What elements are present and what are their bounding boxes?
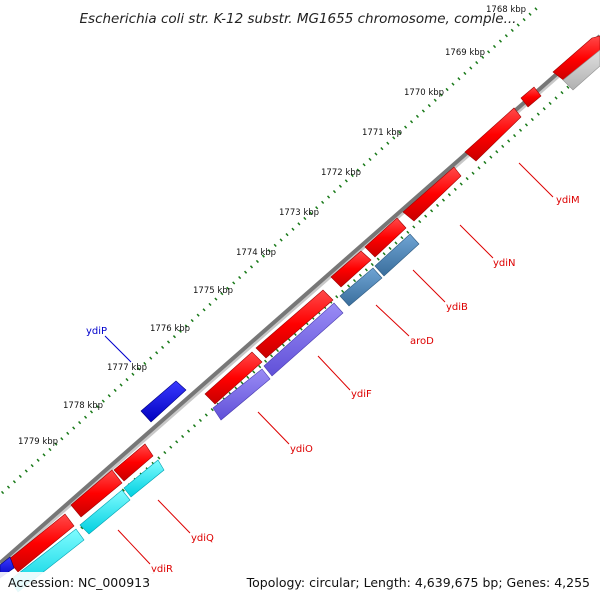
leader-ydiM [518,162,554,198]
gene-label-ydiF[interactable]: ydiF [351,389,372,400]
gene-label-ydiM[interactable]: ydiM [556,195,580,206]
gene-labels: ydiM ydiN ydiB aroD ydiF ydiO ydiP ydiQ … [86,195,580,575]
gene-block-red[interactable] [7,513,75,573]
outer-tick-ring [0,6,539,495]
tick-label: 1772 kbp [321,168,361,178]
leader-aroD [375,304,410,337]
leader-ydiF [317,355,351,391]
leader-ydiR [117,529,151,565]
leader-ydiP [104,335,132,363]
gene-block-ydiF[interactable] [263,302,344,377]
gene-block-ydiB[interactable] [374,233,420,277]
gene-block-red[interactable] [204,351,263,405]
gene-block-red[interactable] [255,289,334,359]
tick-label: 1777 kbp [107,363,147,373]
leader-ydiQ [157,499,191,534]
gene-label-aroD[interactable]: aroD [410,336,434,347]
tick-label: 1773 kbp [279,208,319,218]
tick-label: 1779 kbp [18,437,58,447]
gene-label-ydiQ[interactable]: ydiQ [191,533,214,544]
topology-stats-text: Topology: circular; Length: 4,639,675 bp… [246,575,590,590]
map-title: Escherichia coli str. K-12 substr. MG165… [80,11,517,27]
gene-block-aroD[interactable] [339,267,383,307]
gene-block-red[interactable] [364,217,407,258]
tick-label: 1769 kbp [445,48,485,58]
leader-ydiO [257,411,290,445]
gene-block-ydiO[interactable] [212,368,271,421]
footer-background [0,572,600,600]
gene-block-ydiP[interactable] [140,380,187,423]
leader-ydiN [459,224,494,259]
gene-label-ydiO[interactable]: ydiO [290,444,313,455]
tick-label: 1774 kbp [236,248,276,258]
tick-label: 1778 kbp [63,401,103,411]
gene-block-ydiQ[interactable] [123,459,165,498]
label-leaders [104,162,554,565]
gene-label-ydiN[interactable]: ydiN [493,258,516,269]
leader-ydiB [412,269,446,303]
gene-block-grey[interactable] [562,49,600,91]
gene-block-red[interactable] [520,86,542,108]
tick-label: 1771 kbp [362,128,402,138]
tick-label: 1776 kbp [150,324,190,334]
gene-block-red[interactable] [330,250,372,288]
gene-block-red[interactable] [402,166,462,222]
gene-label-ydiP[interactable]: ydiP [86,326,107,337]
tick-labels: 1768 kbp 1769 kbp 1770 kbp 1771 kbp 1772… [18,5,526,447]
tick-label: 1768 kbp [486,5,526,15]
gene-label-ydiB[interactable]: ydiB [446,302,468,313]
tick-label: 1770 kbp [404,88,444,98]
gene-block-red[interactable] [464,107,522,162]
tick-label: 1775 kbp [193,286,233,296]
accession-text: Accession: NC_000913 [8,575,150,590]
gene-block-ydiR[interactable] [79,489,131,535]
feature-blocks [0,35,600,593]
gene-label-ydiR[interactable]: ydiR [151,564,173,575]
gene-block-red[interactable] [113,443,154,482]
gene-block-red[interactable] [70,469,123,518]
